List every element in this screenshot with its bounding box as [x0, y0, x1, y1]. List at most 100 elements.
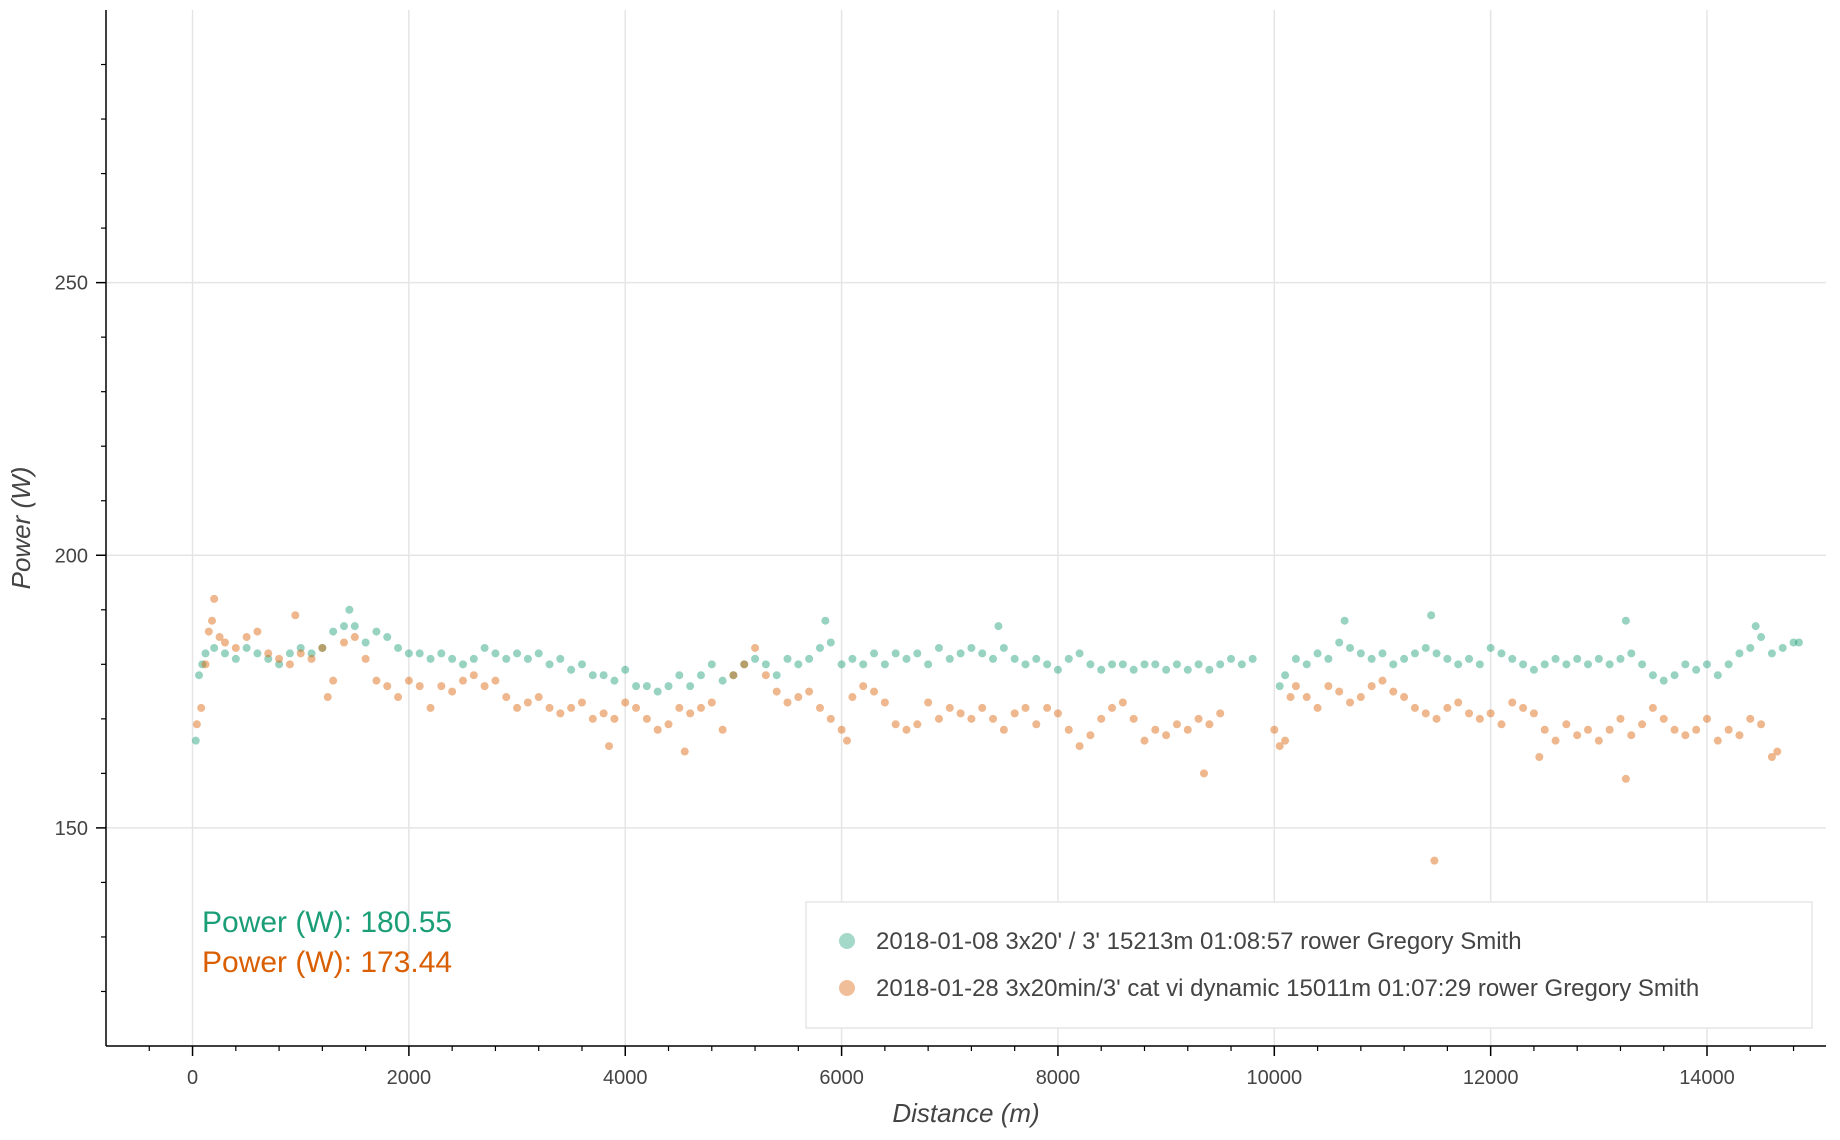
- data-point-series-1: [1421, 643, 1430, 652]
- axes: [105, 10, 1826, 1047]
- data-point-series-2: [1443, 703, 1452, 712]
- data-point-series-2: [605, 742, 614, 751]
- data-point-series-2: [967, 714, 976, 723]
- data-point-series-1: [1291, 654, 1300, 663]
- data-point-series-2: [339, 638, 348, 647]
- data-point-series-1: [1540, 660, 1549, 669]
- data-point-series-1: [859, 660, 868, 669]
- data-point-series-2: [523, 698, 532, 707]
- data-point-series-1: [437, 649, 446, 658]
- data-point-series-1: [1400, 654, 1409, 663]
- data-point-series-2: [1562, 720, 1571, 729]
- data-point-series-2: [1638, 720, 1647, 729]
- data-point-series-2: [291, 611, 300, 620]
- data-point-series-2: [1627, 731, 1636, 740]
- data-point-series-1: [913, 649, 922, 658]
- data-point-series-1: [1075, 649, 1084, 658]
- data-point-series-2: [1616, 714, 1625, 723]
- data-point-series-2: [448, 687, 457, 696]
- data-point-series-2: [204, 627, 213, 636]
- data-point-series-1: [632, 682, 641, 691]
- data-point-series-1: [556, 654, 565, 663]
- data-point-series-1: [513, 649, 522, 658]
- data-point-series-1: [1519, 660, 1528, 669]
- data-point-series-2: [1670, 725, 1679, 734]
- data-point-series-2: [945, 703, 954, 712]
- data-point-series-1: [1789, 638, 1798, 647]
- data-point-series-1: [1237, 660, 1246, 669]
- data-point-series-2: [545, 703, 554, 712]
- data-point-series-2: [201, 660, 210, 669]
- data-point-series-1: [1735, 649, 1744, 658]
- data-point-series-2: [1097, 714, 1106, 723]
- data-point-series-1: [372, 627, 381, 636]
- data-point-series-1: [902, 654, 911, 663]
- data-point-series-2: [1172, 720, 1181, 729]
- data-point-series-1: [577, 660, 586, 669]
- data-point-series-1: [220, 649, 229, 658]
- data-point-series-2: [318, 643, 327, 652]
- data-point-series-1: [415, 649, 424, 658]
- data-point-series-2: [1746, 714, 1755, 723]
- data-point-series-1: [891, 649, 900, 658]
- data-point-series-1: [1724, 660, 1733, 669]
- data-point-series-2: [891, 720, 900, 729]
- data-point-series-2: [1183, 725, 1192, 734]
- data-point-series-1: [761, 660, 770, 669]
- data-point-series-2: [1735, 731, 1744, 740]
- data-point-series-1: [1313, 649, 1322, 658]
- legend-box: [805, 901, 1813, 1029]
- data-point-series-1: [1324, 654, 1333, 663]
- data-point-series-1: [1508, 654, 1517, 663]
- data-point-series-2: [556, 709, 565, 718]
- data-point-series-1: [1281, 671, 1290, 680]
- data-point-series-1: [751, 654, 760, 663]
- data-point-series-2: [761, 671, 770, 680]
- data-point-series-2: [1573, 731, 1582, 740]
- data-point-series-1: [1043, 660, 1052, 669]
- data-point-series-2: [491, 676, 500, 685]
- y-tick-label: 250: [55, 273, 88, 295]
- data-point-series-1: [567, 665, 576, 674]
- data-point-series-1: [642, 682, 651, 691]
- data-point-series-2: [1010, 709, 1019, 718]
- data-point-series-1: [924, 660, 933, 669]
- data-point-series-1: [285, 649, 294, 658]
- data-point-series-2: [1621, 774, 1630, 783]
- data-point-series-2: [956, 709, 965, 718]
- data-point-series-1: [1746, 643, 1755, 652]
- legend-swatch-series-1: [839, 933, 855, 949]
- data-point-series-2: [880, 698, 889, 707]
- data-point-series-2: [426, 703, 435, 712]
- data-point-series-1: [1367, 654, 1376, 663]
- data-point-series-2: [1275, 742, 1284, 751]
- data-point-series-2: [621, 698, 630, 707]
- data-point-series-1: [675, 671, 684, 680]
- data-point-series-2: [534, 693, 543, 702]
- data-point-series-2: [1053, 709, 1062, 718]
- data-point-series-1: [815, 643, 824, 652]
- data-point-series-1: [1465, 654, 1474, 663]
- x-axis-title: Distance (m): [892, 1098, 1039, 1128]
- x-tick-label: 0: [187, 1067, 198, 1089]
- data-point-series-1: [1659, 676, 1668, 685]
- data-point-series-2: [577, 698, 586, 707]
- data-point-series-1: [1427, 611, 1436, 620]
- data-point-series-2: [924, 698, 933, 707]
- data-point-series-1: [880, 660, 889, 669]
- data-point-series-2: [978, 703, 987, 712]
- data-point-series-1: [1778, 643, 1787, 652]
- data-point-series-1: [999, 643, 1008, 652]
- data-point-series-2: [264, 649, 273, 658]
- data-point-series-2: [1594, 736, 1603, 745]
- data-point-series-1: [1108, 660, 1117, 669]
- data-point-series-1: [1443, 654, 1452, 663]
- data-point-series-2: [680, 747, 689, 756]
- data-point-series-2: [1064, 725, 1073, 734]
- data-point-series-2: [242, 633, 251, 642]
- data-point-series-2: [843, 736, 852, 745]
- data-point-series-1: [394, 643, 403, 652]
- data-point-series-2: [1086, 731, 1095, 740]
- data-point-series-1: [1248, 654, 1257, 663]
- data-point-series-2: [210, 594, 219, 603]
